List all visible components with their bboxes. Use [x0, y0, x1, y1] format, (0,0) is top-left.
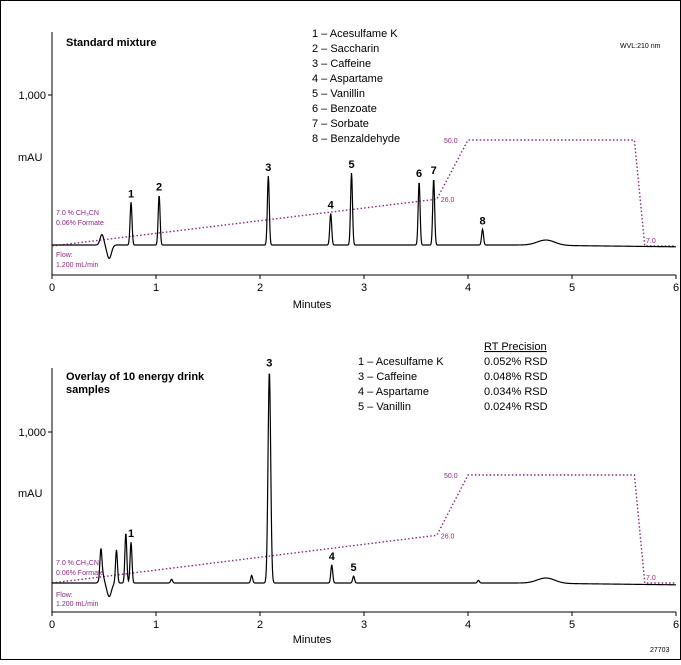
- gradient-line: [51, 474, 676, 584]
- peak-label: 5: [348, 159, 354, 171]
- chart-title: Overlay of 10 energy drink samples: [66, 371, 207, 396]
- flow-label: Flow:: [56, 252, 73, 259]
- x-tick-label: 6: [673, 282, 679, 294]
- table-rsd: 0.024% RSD: [484, 401, 548, 413]
- legend-item: 8 – Benzaldehyde: [312, 133, 400, 145]
- standard-mixture-panel: Standard mixture WVL:210 nm mAU Minutes …: [18, 28, 679, 311]
- legend-item: 7 – Sorbate: [312, 118, 369, 130]
- x-axis-label: Minutes: [293, 299, 332, 311]
- gradient-label-26: 26.0: [441, 197, 455, 204]
- x-tick-label: 3: [361, 619, 367, 631]
- eluent-label: 7.0 % CH₃CN: [56, 210, 99, 217]
- wavelength-label: WVL:210 nm: [620, 43, 661, 50]
- x-tick-label: 3: [361, 282, 367, 294]
- gradient-label-50: 50.0: [444, 473, 458, 480]
- peak-label: 4: [328, 200, 335, 212]
- energy-drink-overlay-panel: Overlay of 10 energy drink samples mAU M…: [18, 341, 679, 654]
- chart-title: Standard mixture: [66, 37, 156, 49]
- chart-title-line-1: Overlay of 10 energy drink: [66, 371, 205, 383]
- x-tick-label: 0: [49, 282, 55, 294]
- chart-title-line-2: samples: [66, 384, 110, 396]
- y-axis-label: mAU: [18, 488, 43, 500]
- rt-precision-table: RT Precision 1 – Acesulfame K 0.052% RSD…: [358, 341, 548, 413]
- x-tick-label: 2: [257, 282, 263, 294]
- y-tick-label: 1,000: [18, 427, 46, 439]
- x-axis-label: Minutes: [293, 634, 332, 646]
- table-rsd: 0.034% RSD: [484, 386, 548, 398]
- flow-rate-value: 1.200 mL/min: [56, 601, 99, 608]
- peak-label: 3: [266, 358, 272, 370]
- x-tick-label: 1: [153, 282, 159, 294]
- chromatogram-trace: [52, 172, 676, 260]
- table-compound: 3 – Caffeine: [358, 371, 417, 383]
- y-tick-label: 1,000: [18, 90, 46, 102]
- gradient-label-26: 26.0: [441, 533, 455, 540]
- peak-label: 6: [416, 168, 422, 180]
- peak-label: 4: [329, 551, 336, 563]
- x-tick-label: 5: [569, 282, 575, 294]
- peak-label: 8: [479, 215, 485, 227]
- flow-label: Flow:: [56, 592, 73, 599]
- peak-label: 7: [431, 165, 437, 177]
- eluent-label: 7.0 % CH₃CN: [56, 560, 99, 567]
- legend-item: 5 – Vanillin: [312, 88, 365, 100]
- x-tick-label: 4: [465, 282, 471, 294]
- table-compound: 1 – Acesulfame K: [358, 356, 444, 368]
- gradient-label-7: 7.0: [646, 238, 656, 245]
- gradient-label-7: 7.0: [646, 575, 656, 582]
- figure-id-label: 27703: [650, 647, 670, 654]
- peak-label: 1: [128, 188, 134, 200]
- peak-label: 5: [351, 562, 357, 574]
- buffer-label: 0.06% Formate: [56, 570, 104, 577]
- x-tick-label: 2: [257, 619, 263, 631]
- x-tick-label: 4: [465, 619, 471, 631]
- legend: 1 – Acesulfame K 2 – Saccharin 3 – Caffe…: [312, 28, 400, 145]
- table-header: RT Precision: [484, 341, 547, 353]
- legend-item: 3 – Caffeine: [312, 58, 371, 70]
- peak-label: 1: [128, 528, 134, 540]
- flow-rate-value: 1.200 mL/min: [56, 262, 99, 269]
- gradient-conditions-label: 7.0 % CH₃CN 0.06% Formate Flow: 1.200 mL…: [56, 210, 104, 269]
- peak-label: 2: [156, 182, 162, 194]
- x-tick-label: 0: [49, 619, 55, 631]
- x-tick-label: 6: [673, 619, 679, 631]
- x-tick-label: 1: [153, 619, 159, 631]
- chromatogram-trace: [52, 373, 676, 598]
- legend-item: 2 – Saccharin: [312, 43, 379, 55]
- gradient-conditions-label: 7.0 % CH₃CN 0.06% Formate Flow: 1.200 mL…: [56, 560, 104, 608]
- y-axis-label: mAU: [18, 152, 43, 164]
- legend-item: 6 – Benzoate: [312, 103, 377, 115]
- table-compound: 5 – Vanillin: [358, 401, 411, 413]
- table-rsd: 0.052% RSD: [484, 356, 548, 368]
- legend-item: 4 – Aspartame: [312, 73, 383, 85]
- table-rsd: 0.048% RSD: [484, 371, 548, 383]
- x-tick-label: 5: [569, 619, 575, 631]
- gradient-label-50: 50.0: [444, 138, 458, 145]
- legend-item: 1 – Acesulfame K: [312, 28, 398, 40]
- table-compound: 4 – Aspartame: [358, 386, 429, 398]
- peak-label: 3: [265, 162, 271, 174]
- buffer-label: 0.06% Formate: [56, 220, 104, 227]
